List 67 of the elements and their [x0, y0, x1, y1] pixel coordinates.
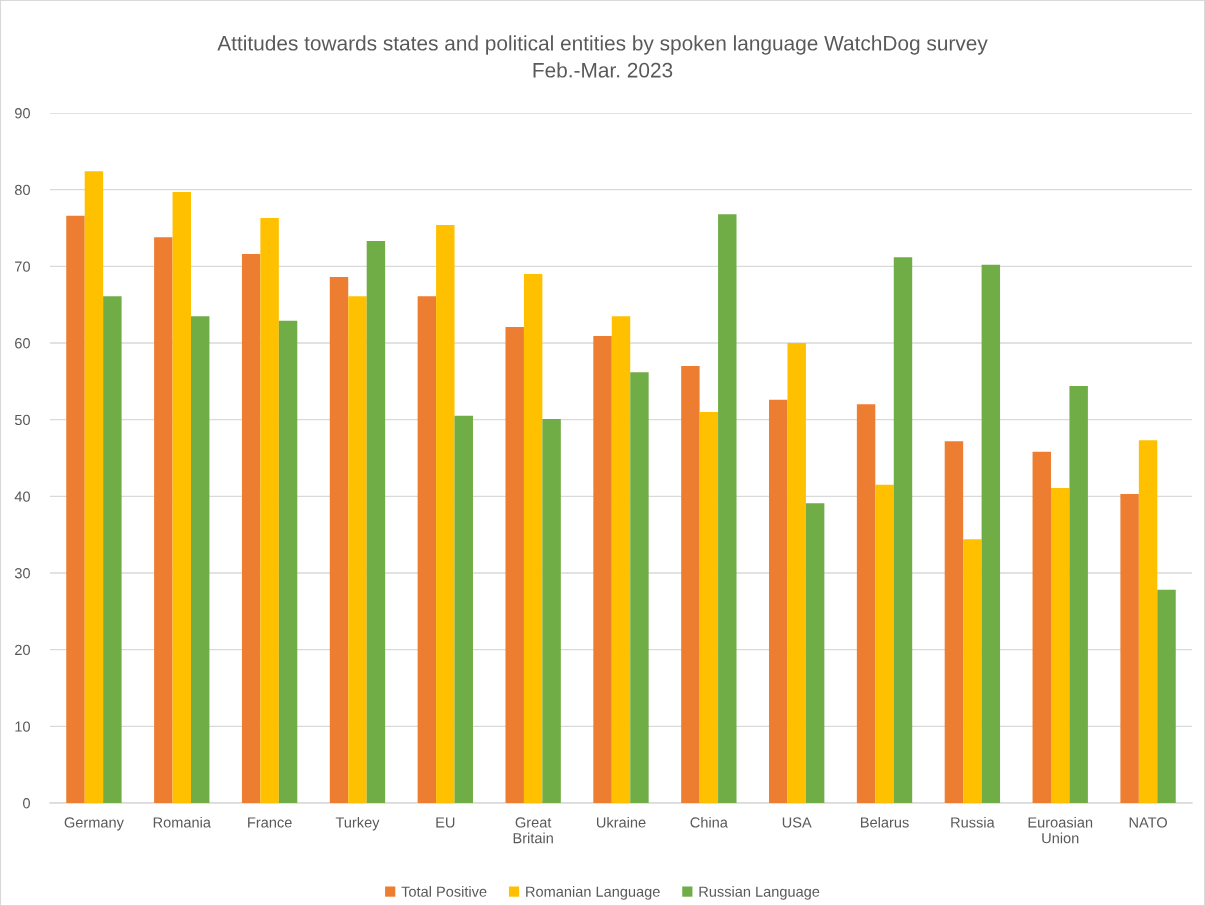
- bar: [787, 343, 806, 803]
- x-tick-label: Germany: [64, 817, 124, 831]
- y-tick-label: 70: [15, 261, 30, 272]
- legend-label: Romanian Language: [526, 886, 660, 900]
- bar: [278, 320, 298, 803]
- x-tick-label: Great Britain: [513, 817, 553, 844]
- bar: [630, 372, 649, 803]
- y-tick-label: 10: [15, 721, 30, 732]
- bar: [805, 503, 825, 803]
- bar: [1138, 440, 1158, 803]
- chart-subtitle: Feb.-Mar. 2023: [533, 62, 673, 78]
- bar: [417, 296, 437, 803]
- x-tick-label: NATO: [1129, 817, 1167, 828]
- bar: [66, 215, 85, 803]
- x-tick-label: France: [248, 817, 292, 828]
- bar: [611, 316, 631, 803]
- bar: [454, 415, 473, 803]
- bar: [1069, 385, 1088, 803]
- y-tick-label: 0: [23, 798, 30, 809]
- bar: [505, 326, 524, 803]
- bar: [1120, 494, 1139, 803]
- bar: [542, 418, 561, 803]
- bar: [981, 264, 1001, 803]
- x-tick-label: Ukraine: [597, 816, 646, 828]
- chart-title: Attitudes towards states and political entities by spoken language WatchDog survey: [217, 35, 988, 55]
- bar: [329, 277, 349, 803]
- y-tick-label: 50: [14, 414, 30, 426]
- bar: [84, 171, 104, 803]
- legend-label: Total Positive: [401, 886, 487, 897]
- y-tick-label: 90: [15, 108, 30, 119]
- x-tick-label: Euroasian Union: [1028, 816, 1093, 844]
- bar: [593, 336, 612, 803]
- bar: [699, 412, 719, 803]
- x-tick-label: Russia: [951, 816, 995, 828]
- bar: [103, 296, 122, 803]
- bar: [241, 254, 261, 803]
- x-tick-label: EU: [436, 817, 455, 828]
- bar: [944, 441, 964, 803]
- bar: [190, 316, 210, 803]
- bar: [718, 214, 737, 803]
- y-tick-label: 60: [15, 338, 30, 349]
- bar: [436, 224, 455, 803]
- bar: [856, 404, 876, 803]
- bar: [154, 237, 173, 803]
- bar: [893, 257, 913, 803]
- y-tick-label: 30: [14, 568, 30, 579]
- y-tick-label: 20: [15, 644, 30, 656]
- bar: [963, 539, 982, 803]
- bar: [348, 296, 367, 803]
- x-tick-label: Romania: [153, 816, 211, 828]
- bar: [523, 274, 543, 803]
- x-tick-label: Belarus: [861, 816, 909, 828]
- legend-label: Russian Language: [699, 886, 820, 900]
- bar: [1051, 487, 1070, 803]
- bar: [769, 399, 788, 803]
- bar: [172, 191, 191, 803]
- bar: [260, 218, 279, 803]
- bar: [366, 241, 386, 803]
- bar: [1157, 589, 1176, 803]
- x-tick-label: USA: [782, 817, 812, 828]
- bar: [875, 484, 894, 803]
- bar: [1032, 451, 1052, 803]
- bar: [681, 366, 700, 803]
- y-tick-label: 40: [14, 491, 30, 502]
- x-tick-label: Turkey: [335, 816, 380, 831]
- y-tick-label: 80: [14, 184, 30, 196]
- x-tick-label: China: [690, 816, 728, 828]
